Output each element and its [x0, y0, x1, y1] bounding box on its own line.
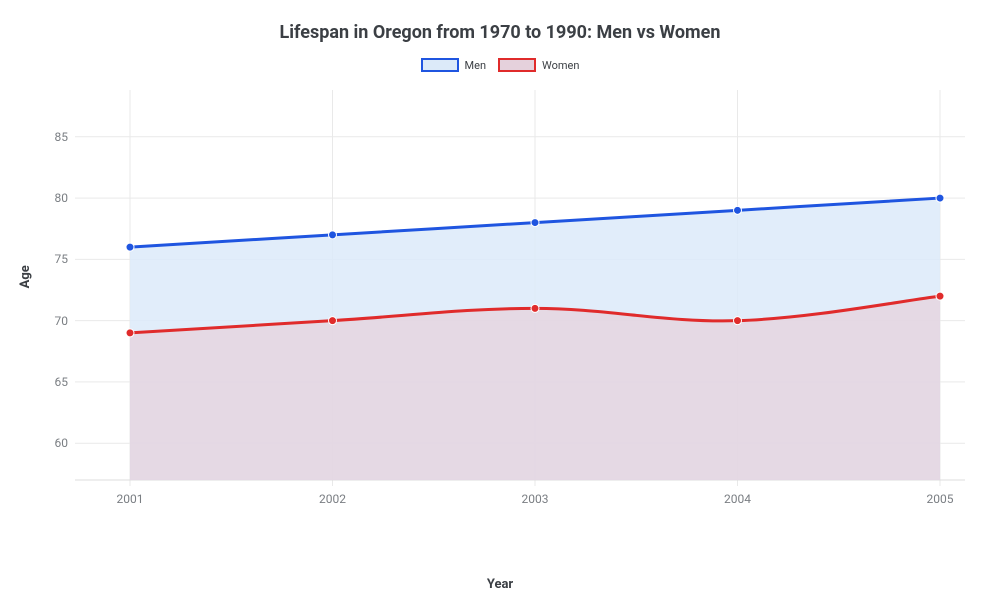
x-tick-label: 2005 [927, 492, 954, 506]
marker-women[interactable] [531, 304, 539, 312]
marker-men[interactable] [531, 219, 539, 227]
legend-label-women: Women [542, 59, 579, 72]
marker-women[interactable] [936, 292, 944, 300]
chart-title: Lifespan in Oregon from 1970 to 1990: Me… [0, 22, 1000, 43]
marker-women[interactable] [734, 317, 742, 325]
marker-women[interactable] [329, 317, 337, 325]
marker-women[interactable] [126, 329, 134, 337]
legend-item-men[interactable]: Men [421, 58, 487, 72]
x-tick-label: 2002 [319, 492, 346, 506]
y-tick-label: 60 [28, 436, 68, 450]
y-tick-label: 75 [28, 252, 68, 266]
legend-swatch-men [421, 58, 459, 72]
legend-swatch-women [498, 58, 536, 72]
x-axis-label: Year [0, 577, 1000, 592]
marker-men[interactable] [126, 243, 134, 251]
y-tick-label: 65 [28, 375, 68, 389]
y-tick-label: 85 [28, 130, 68, 144]
legend-item-women[interactable]: Women [498, 58, 579, 72]
x-tick-label: 2001 [117, 492, 144, 506]
legend: Men Women [0, 58, 1000, 72]
plot-area [75, 90, 965, 520]
marker-men[interactable] [329, 231, 337, 239]
x-tick-label: 2003 [522, 492, 549, 506]
marker-men[interactable] [936, 194, 944, 202]
plot-svg [75, 90, 965, 520]
y-axis-label: Age [18, 265, 33, 288]
legend-label-men: Men [465, 59, 487, 72]
y-tick-label: 80 [28, 191, 68, 205]
x-tick-label: 2004 [724, 492, 751, 506]
y-tick-label: 70 [28, 314, 68, 328]
chart-container: Lifespan in Oregon from 1970 to 1990: Me… [0, 0, 1000, 600]
marker-men[interactable] [734, 206, 742, 214]
